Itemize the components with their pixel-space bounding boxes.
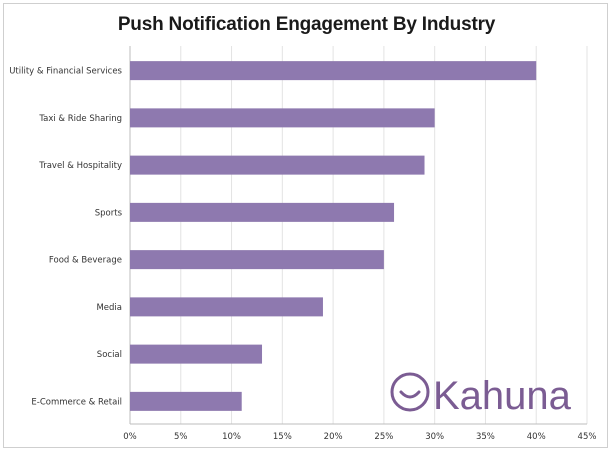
bars	[130, 61, 537, 411]
bar	[130, 61, 537, 81]
category-label: Utility & Financial Services	[9, 67, 122, 77]
kahuna-logo: Kahuna	[390, 372, 572, 418]
x-tick-label: 15%	[273, 432, 292, 442]
category-label: E-Commerce & Retail	[31, 397, 122, 407]
bar	[130, 108, 435, 128]
logo-circle-icon	[390, 372, 430, 412]
category-label: Taxi & Ride Sharing	[38, 114, 122, 124]
x-tick-label: 20%	[324, 432, 343, 442]
logo-text: Kahuna	[433, 374, 572, 418]
bar	[130, 344, 263, 364]
x-tick-label: 0%	[123, 432, 137, 442]
x-tick-label: 5%	[174, 432, 188, 442]
bar	[130, 391, 242, 411]
category-label: Social	[97, 350, 122, 360]
x-tick-label: 25%	[374, 432, 393, 442]
category-labels: Utility & Financial Services Taxi & Ride …	[9, 67, 122, 408]
x-tick-label: 40%	[527, 432, 546, 442]
category-label: Media	[96, 303, 122, 313]
category-label: Sports	[95, 208, 123, 218]
chart-title: Push Notification Engagement By Industry	[117, 14, 496, 35]
x-tick-label: 35%	[476, 432, 495, 442]
x-tick-labels: 0% 5% 10% 15% 20% 25% 30% 35% 40% 45%	[123, 432, 596, 442]
bar	[130, 250, 384, 270]
x-tick-label: 45%	[578, 432, 597, 442]
bar	[130, 297, 323, 317]
category-label: Travel & Hospitality	[38, 161, 122, 171]
bar	[130, 202, 395, 222]
x-tick-label: 30%	[425, 432, 444, 442]
gridlines	[129, 46, 588, 425]
bar	[130, 155, 425, 175]
x-tick-label: 10%	[222, 432, 241, 442]
category-label: Food & Beverage	[49, 256, 122, 266]
logo-smile-icon	[399, 390, 421, 399]
